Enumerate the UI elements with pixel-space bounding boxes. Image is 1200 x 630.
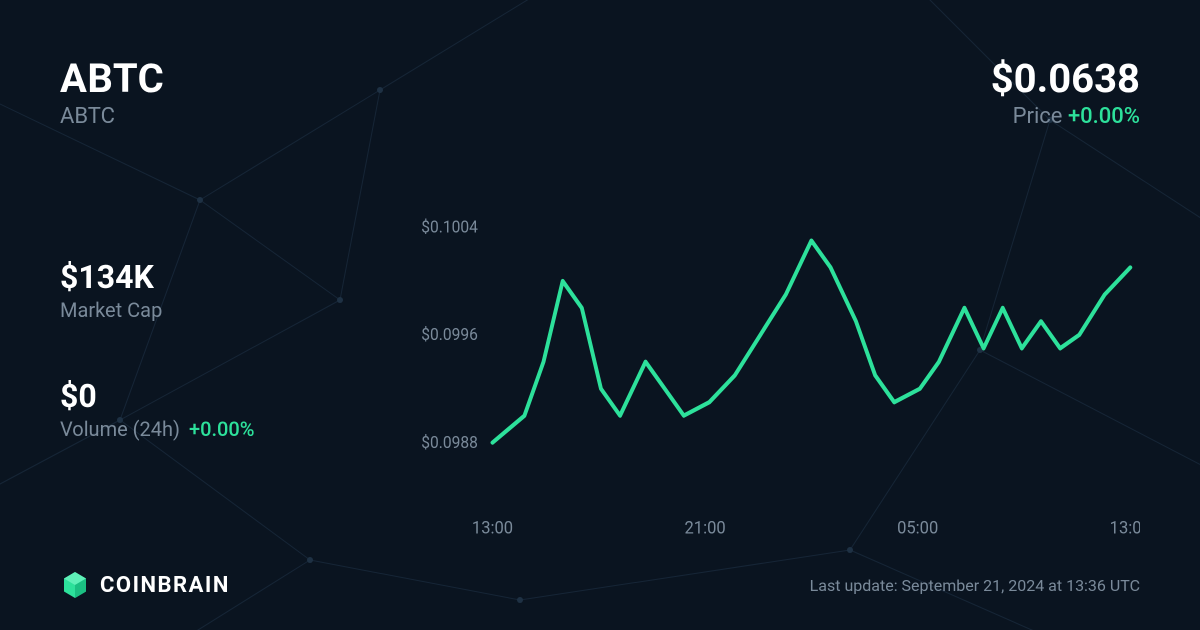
volume-label: Volume (24h) +0.00% [60, 417, 370, 441]
ticker-block: ABTC ABTC [60, 55, 164, 129]
svg-text:$0.0996: $0.0996 [421, 325, 478, 345]
market-cap-value: $134K [60, 258, 370, 296]
stats-column: $134K Market Cap $0 Volume (24h) +0.00% [60, 179, 370, 560]
chart-svg: $0.0988 $0.0996 $0.1004 13:00 21:00 05:00 13:0… [400, 179, 1140, 560]
svg-text:13:00: 13:00 [472, 518, 513, 539]
price-change-row: Price +0.00% [991, 104, 1140, 129]
svg-text:$0.0988: $0.0988 [421, 432, 478, 452]
market-cap-label: Market Cap [60, 298, 370, 322]
last-update: Last update: September 21, 2024 at 13:36… [810, 576, 1140, 595]
price-value: $0.0638 [991, 55, 1140, 102]
svg-text:13:00: 13:00 [1110, 518, 1140, 539]
volume-value: $0 [60, 377, 370, 415]
price-change-pct: +0.00% [1068, 104, 1140, 129]
volume-change-pct: +0.00% [189, 417, 255, 441]
ticker-name: ABTC [60, 104, 164, 129]
price-block: $0.0638 Price +0.00% [991, 55, 1140, 129]
svg-text:$0.1004: $0.1004 [421, 217, 478, 237]
market-cap-stat: $134K Market Cap [60, 258, 370, 322]
volume-stat: $0 Volume (24h) +0.00% [60, 377, 370, 441]
svg-text:05:00: 05:00 [897, 518, 938, 539]
brand-name: COINBRAIN [100, 573, 230, 598]
ticker-symbol: ABTC [60, 55, 164, 102]
brand-icon [60, 570, 90, 600]
svg-text:21:00: 21:00 [685, 518, 726, 539]
price-chart: $0.0988 $0.0996 $0.1004 13:00 21:00 05:00 13:0… [400, 179, 1140, 560]
brand: COINBRAIN [60, 570, 230, 600]
price-label: Price [1013, 104, 1063, 129]
